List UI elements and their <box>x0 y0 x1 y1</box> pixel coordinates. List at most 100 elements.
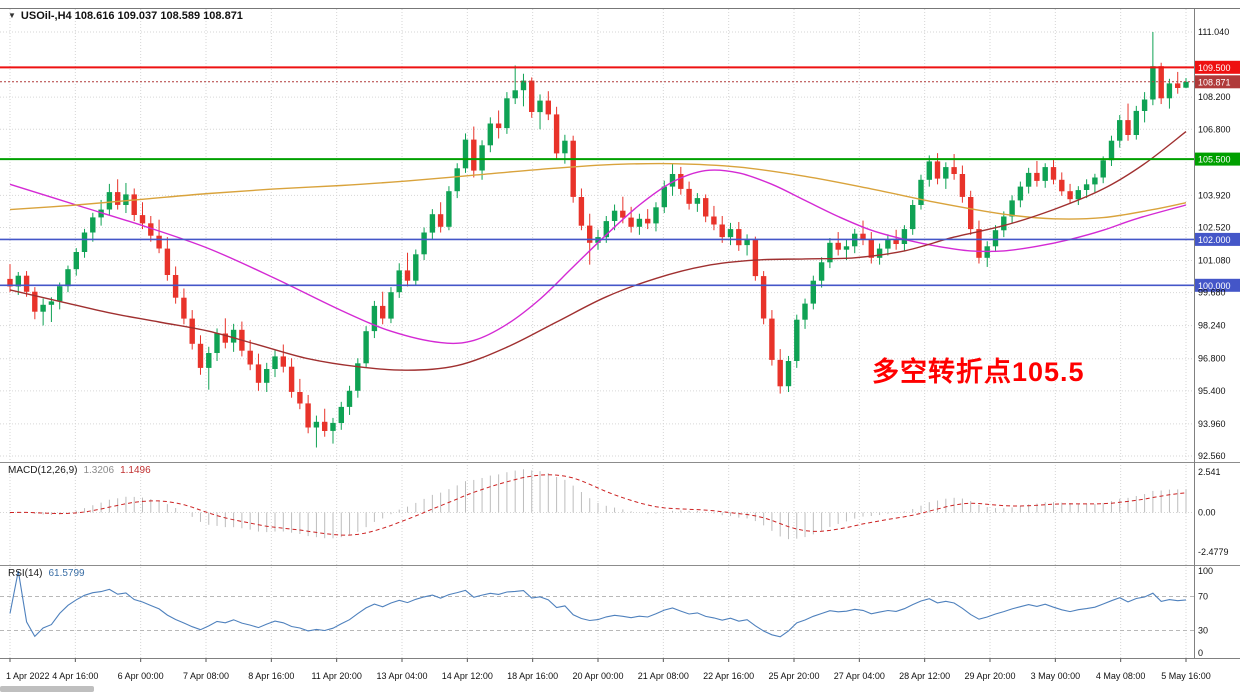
time-label: 28 Apr 12:00 <box>899 671 950 681</box>
candle <box>827 238 833 269</box>
bid-price-label: 108.871 <box>1195 75 1240 89</box>
candle <box>611 204 618 231</box>
candle <box>280 344 286 373</box>
candle <box>1092 173 1098 193</box>
candle <box>719 216 725 243</box>
candle <box>487 117 493 153</box>
price-tick-label: 103.920 <box>1198 190 1231 200</box>
candle <box>529 77 535 118</box>
candle <box>413 249 419 286</box>
svg-text:102.000: 102.000 <box>1198 235 1231 245</box>
candle <box>131 188 137 222</box>
candle <box>703 194 709 223</box>
candle <box>744 234 750 256</box>
candle <box>1001 211 1007 238</box>
candle <box>1075 186 1081 205</box>
macd-tick-label: 0.00 <box>1198 508 1216 518</box>
macd-signal-line <box>9 474 1187 536</box>
candle <box>73 248 79 276</box>
price-tick-label: 96.800 <box>1198 354 1226 364</box>
candle <box>992 225 999 253</box>
candle <box>1183 77 1189 89</box>
candle <box>288 358 295 398</box>
time-label: 25 Apr 20:00 <box>768 671 819 681</box>
candle <box>926 155 932 187</box>
candle <box>222 318 228 349</box>
candle <box>156 219 162 254</box>
candle <box>1017 181 1024 208</box>
price-tick-label: 108.200 <box>1198 92 1231 102</box>
candle <box>264 362 270 392</box>
candle <box>48 297 55 322</box>
candle <box>1158 62 1164 105</box>
rsi-tick-label: 100 <box>1198 566 1213 576</box>
candle <box>471 126 477 178</box>
candles-layer <box>7 32 1189 448</box>
candle <box>520 73 527 107</box>
candle <box>421 227 427 261</box>
ma-darkred <box>9 131 1187 371</box>
candle <box>777 349 783 394</box>
candle <box>1009 195 1015 224</box>
candle <box>65 265 71 293</box>
candle <box>968 190 974 235</box>
time-label: 22 Apr 16:00 <box>703 671 754 681</box>
candle <box>1150 32 1156 106</box>
candle <box>57 282 63 310</box>
candle <box>802 298 808 329</box>
price-tick-label: 99.680 <box>1198 288 1226 298</box>
macd-tick-label: -2.4779 <box>1198 547 1229 557</box>
indicator-panes-layer <box>9 469 1187 638</box>
price-tick-label: 101.080 <box>1198 256 1231 266</box>
price-tick-label: 106.800 <box>1198 124 1231 134</box>
candle <box>1050 160 1057 185</box>
candle <box>32 287 38 320</box>
candle <box>115 179 121 210</box>
time-label: 5 May 16:00 <box>1161 671 1211 681</box>
candle <box>752 236 759 281</box>
moving-averages-layer <box>9 131 1187 371</box>
candle <box>553 106 560 160</box>
candle <box>1117 115 1123 148</box>
candle <box>197 335 204 375</box>
candle <box>1034 160 1040 187</box>
candle <box>255 353 262 391</box>
candle <box>206 346 212 390</box>
candle <box>388 287 394 324</box>
candle <box>1133 105 1139 140</box>
rsi-tick-label: 30 <box>1198 626 1208 636</box>
candle <box>462 133 469 173</box>
candle <box>1141 92 1148 123</box>
candle <box>678 166 684 195</box>
candle <box>81 228 88 258</box>
candle <box>785 355 792 392</box>
candle <box>885 234 891 256</box>
axes-layer: 111.040 108.200 106.800 103.920 102.520 101.0… <box>0 8 1240 681</box>
chart-collapse-icon[interactable]: ▼ <box>8 11 16 20</box>
candle <box>711 205 717 231</box>
price-tick-label: 95.400 <box>1198 386 1226 396</box>
price-level-label: 102.000 <box>1195 232 1240 246</box>
candle <box>910 199 916 235</box>
candle <box>868 232 874 264</box>
time-label: 18 Apr 16:00 <box>507 671 558 681</box>
candle <box>843 238 850 261</box>
price-tick-label: 102.520 <box>1198 222 1231 232</box>
candle <box>1042 163 1048 188</box>
candle <box>794 314 800 368</box>
candle <box>322 408 328 437</box>
candle <box>727 222 734 246</box>
candle <box>164 237 171 281</box>
candle <box>860 220 866 246</box>
candle <box>578 188 585 231</box>
time-label: 4 Apr 16:00 <box>52 671 98 681</box>
candle <box>512 65 518 105</box>
candle <box>1125 103 1131 141</box>
candle <box>330 417 336 444</box>
time-label: 21 Apr 08:00 <box>638 671 689 681</box>
time-label: 29 Apr 20:00 <box>964 671 1015 681</box>
horizontal-scrollbar-thumb[interactable] <box>0 686 94 692</box>
candle <box>371 300 378 339</box>
candle <box>1059 172 1065 196</box>
